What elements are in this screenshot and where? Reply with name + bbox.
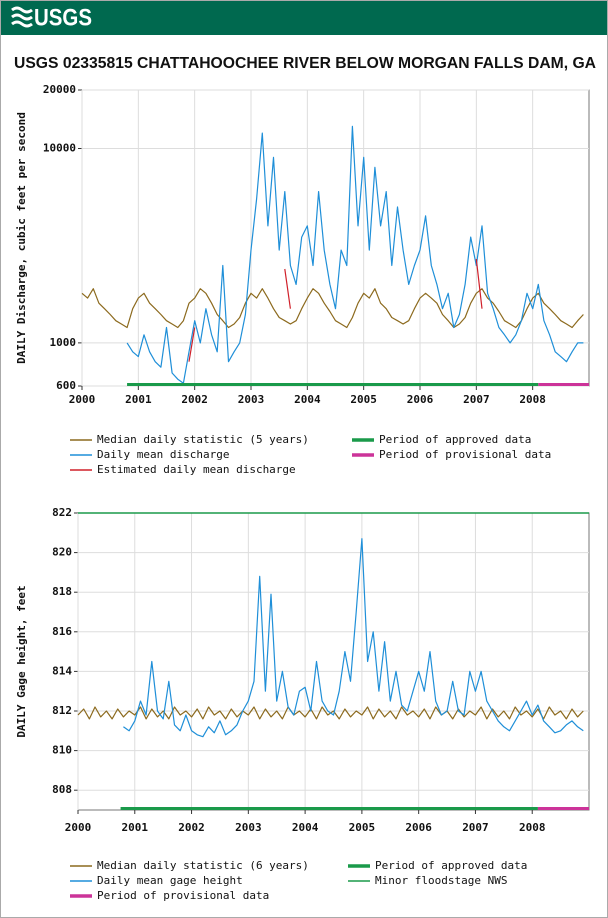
legend-label: Median daily statistic (6 years) (97, 859, 309, 872)
usgs-banner (1, 1, 607, 35)
y-tick-label: 820 (52, 546, 72, 559)
y-tick-label: 812 (52, 704, 72, 717)
x-tick-label: 2005 (349, 821, 376, 834)
station-title: USGS 02335815 CHATTAHOOCHEE RIVER BELOW … (14, 55, 596, 72)
legend-label: Period of approved data (375, 859, 527, 872)
y-axis-label: DAILY Discharge, cubic feet per second (15, 112, 28, 364)
y-tick-label: 816 (52, 625, 72, 638)
x-tick-label: 2003 (238, 393, 265, 406)
y-tick-label: 1000 (50, 336, 77, 349)
usgs-logo: USGS (34, 4, 92, 31)
legend-label: Estimated daily mean discharge (97, 463, 296, 476)
period-bar (538, 383, 589, 386)
legend-label: Median daily statistic (5 years) (97, 433, 309, 446)
x-tick-label: 2004 (294, 393, 321, 406)
x-tick-label: 2007 (462, 821, 489, 834)
y-tick-label: 822 (52, 506, 72, 519)
y-axis-label: DAILY Gage height, feet (15, 585, 28, 737)
legend-label: Period of provisional data (379, 448, 551, 461)
legend-label: Daily mean gage height (97, 874, 243, 887)
x-tick-label: 2008 (519, 821, 546, 834)
x-tick-label: 2003 (235, 821, 262, 834)
legend-label: Period of provisional data (97, 889, 269, 902)
x-tick-label: 2002 (181, 393, 208, 406)
data-line (123, 538, 584, 738)
y-tick-label: 810 (52, 744, 72, 757)
x-tick-label: 2002 (178, 821, 205, 834)
y-tick-label: 808 (52, 783, 72, 796)
y-tick-label: 20000 (43, 83, 76, 96)
legend-label: Minor floodstage NWS (375, 874, 507, 887)
x-tick-label: 2001 (125, 393, 152, 406)
x-tick-label: 2001 (122, 821, 149, 834)
data-line (81, 288, 584, 329)
x-tick-label: 2008 (519, 393, 546, 406)
y-tick-label: 814 (52, 664, 72, 677)
x-tick-label: 2006 (407, 393, 434, 406)
plot-area (81, 89, 590, 387)
x-tick-label: 2006 (405, 821, 432, 834)
y-tick-label: 818 (52, 585, 72, 598)
legend-label: Daily mean discharge (97, 448, 229, 461)
x-tick-label: 2007 (463, 393, 490, 406)
y-tick-label: 600 (56, 379, 76, 392)
period-bar (120, 807, 538, 810)
y-tick-label: 10000 (43, 142, 76, 155)
period-bar (537, 807, 589, 810)
x-tick-label: 2000 (69, 393, 96, 406)
x-tick-label: 2005 (350, 393, 377, 406)
data-line (126, 125, 584, 384)
data-line (188, 258, 483, 362)
x-tick-label: 2000 (65, 821, 92, 834)
plot-area (77, 512, 590, 811)
x-tick-label: 2004 (292, 821, 319, 834)
period-bar (127, 383, 539, 386)
legend-label: Period of approved data (379, 433, 531, 446)
usgs-wave-icon (11, 6, 33, 28)
